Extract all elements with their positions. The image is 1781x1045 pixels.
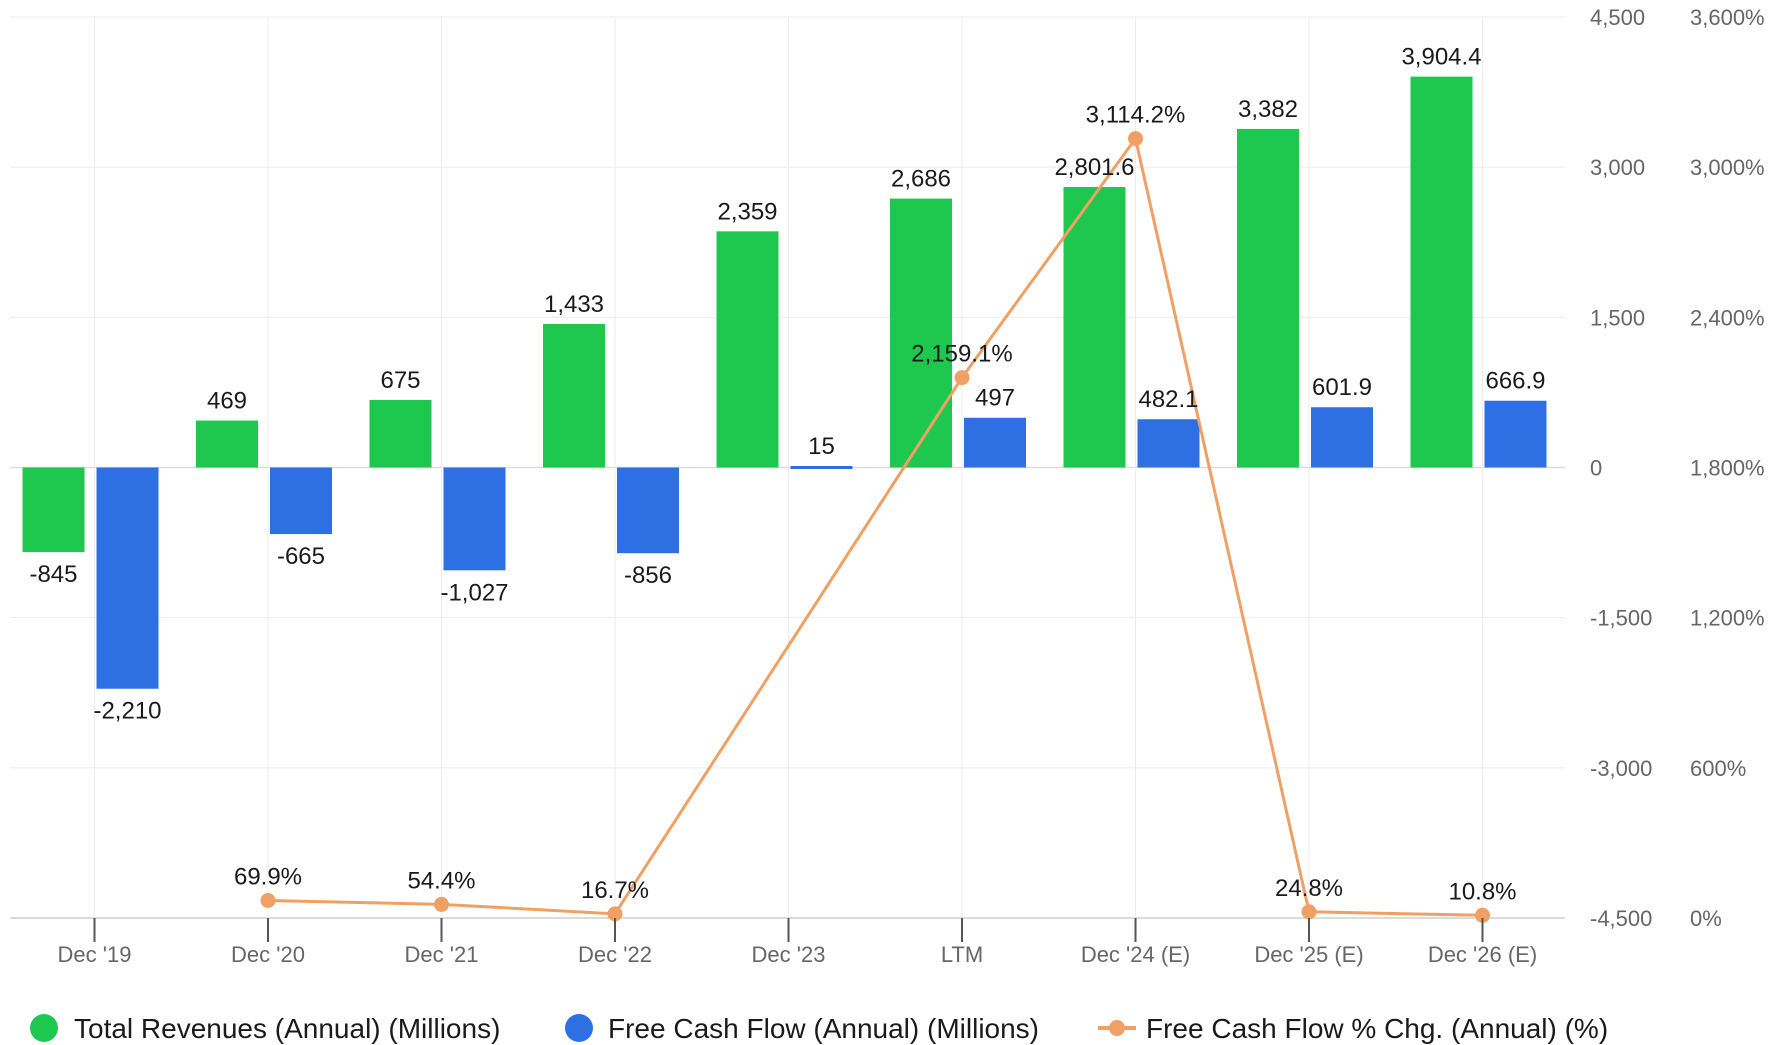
fcf-pct-value-label: 24.8% [1275,875,1343,902]
fcf-pct-value-label: 54.4% [407,867,475,894]
gridlines [10,16,1565,919]
fcf-pct-point[interactable] [1128,131,1143,147]
axes: 4,500 3,000 1,500 0 -1,500 -3,000 -4,500 3,600%… [58,5,1765,967]
fcf-bar[interactable] [443,467,506,571]
legend-label-fcf-pct: Free Cash Flow % Chg. (Annual) (%) [1146,1013,1608,1044]
fcf-value-label: 482.1 [1138,386,1198,413]
data-labels: -845 -2,210 469 -665 675 -1,027 1,433 -856 2,359… [29,44,1545,906]
fcf-pct-value-label: 2,159.1% [911,341,1012,368]
revenue-value-label: 3,904.4 [1401,44,1481,71]
fcf-pct-point[interactable] [954,370,970,386]
revenue-value-label: 2,801.6 [1054,154,1134,181]
legend-item-fcf-pct[interactable]: Free Cash Flow % Chg. (Annual) (%) [1098,1013,1608,1044]
revenue-bar[interactable] [196,420,258,468]
fcf-pct-point[interactable] [260,893,276,909]
fcf-bar[interactable] [964,417,1026,468]
revenue-bar[interactable] [543,324,605,468]
y-right-tick-label: 1,200% [1690,606,1765,631]
x-tick-label: Dec '22 [578,942,652,967]
revenue-value-label: 2,686 [891,166,951,193]
revenue-bar[interactable] [1410,76,1473,468]
fcf-pct-point[interactable] [434,896,449,912]
fcf-value-label: 497 [975,385,1015,412]
fcf-bar[interactable] [270,467,332,535]
fcf-value-label: -856 [624,562,672,589]
fcf-pct-point[interactable] [607,906,623,922]
fcf-value-label: -665 [277,543,325,570]
fcf-value-label: 15 [808,433,835,460]
x-tick-label: Dec '19 [58,942,132,967]
x-tick-label: Dec '26 (E) [1428,942,1537,967]
legend-item-fcf[interactable]: Free Cash Flow (Annual) (Millions) [565,1013,1039,1044]
fcf-bar[interactable] [1484,400,1547,468]
y-left-tick-label: -4,500 [1590,906,1652,931]
fcf-bar[interactable] [790,465,853,469]
y-left-tick-label: 1,500 [1590,305,1645,330]
revenue-bar[interactable] [1237,128,1299,468]
x-tick-label: Dec '20 [231,942,305,967]
fcf-value-label: 601.9 [1312,374,1372,401]
fcf-pct-value-label: 16.7% [581,877,649,904]
y-left-tick-label: 0 [1590,456,1602,481]
fcf-bar[interactable] [1311,407,1373,468]
revenue-value-label: 1,433 [544,291,604,318]
revenue-bar[interactable] [716,231,779,468]
revenue-value-label: 3,382 [1238,96,1298,123]
fcf-bar[interactable] [96,467,159,689]
bars [22,76,1547,689]
fcf-pct-value-label: 3,114.2% [1086,102,1186,129]
y-right-tick-label: 2,400% [1690,305,1765,330]
revenue-bar[interactable] [1063,187,1126,468]
x-tick-label: Dec '25 (E) [1254,942,1363,967]
revenue-value-label: 2,359 [717,198,777,225]
fcf-value-label: 666.9 [1485,368,1545,395]
legend-marker-fcf [565,1014,593,1042]
y-left-tick-label: 4,500 [1590,5,1645,30]
revenue-value-label: -845 [29,561,77,588]
fcf-pct-point[interactable] [1301,904,1317,920]
fcf-pct-point[interactable] [1475,907,1490,923]
y-left-tick-label: -3,000 [1590,756,1652,781]
x-tick-label: LTM [941,942,983,967]
legend: Total Revenues (Annual) (Millions) Free … [30,1013,1608,1044]
revenue-value-label: 675 [380,367,420,394]
fcf-value-label: -2,210 [93,698,161,725]
revenue-bar[interactable] [369,399,432,468]
legend-marker-revenues [30,1014,58,1042]
y-right-tick-label: 600% [1690,756,1746,781]
y-right-tick-label: 3,600% [1690,5,1765,30]
y-right-tick-label: 3,000% [1690,155,1765,180]
fcf-pct-value-label: 69.9% [234,864,302,891]
percent-change-line [260,131,1490,923]
y-right-tick-label: 0% [1690,906,1722,931]
y-left-tick-label: -1,500 [1590,606,1652,631]
legend-label-revenues: Total Revenues (Annual) (Millions) [74,1013,500,1044]
fcf-bar[interactable] [1137,419,1200,468]
x-tick-label: Dec '23 [752,942,826,967]
legend-label-fcf: Free Cash Flow (Annual) (Millions) [608,1013,1039,1044]
x-tick-label: Dec '21 [405,942,479,967]
y-right-tick-label: 1,800% [1690,456,1765,481]
fcf-value-label: -1,027 [440,579,508,606]
fcf-bar[interactable] [617,467,679,554]
revenue-bar[interactable] [22,467,85,553]
revenue-bar[interactable] [890,198,952,468]
revenue-value-label: 469 [207,388,247,415]
x-tick-label: Dec '24 (E) [1081,942,1190,967]
legend-marker-fcf-pct-dot [1109,1020,1125,1036]
fcf-pct-value-label: 10.8% [1448,878,1516,905]
legend-item-revenues[interactable]: Total Revenues (Annual) (Millions) [30,1013,500,1044]
y-left-tick-label: 3,000 [1590,155,1645,180]
